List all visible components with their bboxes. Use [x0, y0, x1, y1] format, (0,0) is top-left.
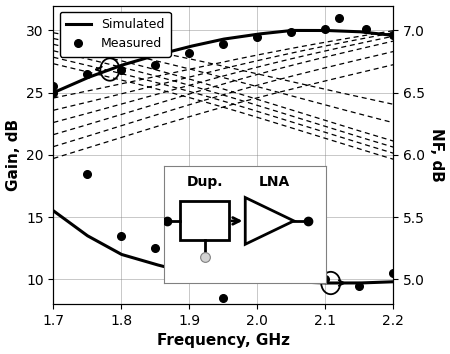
- Measured: [323, 27, 328, 31]
- Simulated: [289, 28, 295, 33]
- Measured: [336, 16, 342, 20]
- Text: LNA: LNA: [259, 175, 290, 189]
- Measured: [220, 42, 226, 46]
- Text: Dup.: Dup.: [186, 175, 223, 189]
- Simulated: [51, 91, 56, 95]
- Legend: Simulated, Measured: Simulated, Measured: [60, 12, 171, 57]
- Y-axis label: NF, dB: NF, dB: [429, 128, 445, 182]
- Simulated: [252, 33, 257, 37]
- Measured: [51, 91, 56, 95]
- Measured: [364, 27, 369, 31]
- Simulated: [52, 90, 57, 94]
- Measured: [391, 33, 396, 38]
- X-axis label: Frequency, GHz: Frequency, GHz: [157, 333, 290, 348]
- Simulated: [338, 29, 344, 33]
- Bar: [180, 201, 229, 240]
- Measured: [187, 51, 192, 55]
- Simulated: [253, 32, 258, 36]
- Simulated: [391, 33, 396, 38]
- Measured: [119, 68, 124, 72]
- Measured: [153, 63, 158, 67]
- Simulated: [259, 32, 264, 36]
- Simulated: [360, 30, 365, 34]
- Line: Simulated: Simulated: [54, 30, 393, 93]
- Measured: [85, 72, 90, 76]
- Y-axis label: Gain, dB: Gain, dB: [5, 119, 21, 191]
- Measured: [288, 30, 294, 34]
- Line: Measured: Measured: [50, 14, 397, 97]
- Measured: [255, 35, 260, 39]
